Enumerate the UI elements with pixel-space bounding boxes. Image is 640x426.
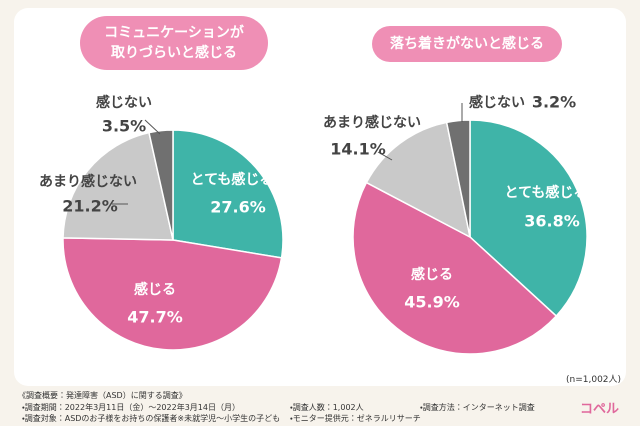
survey-period: ・調査期間：2022年3月11日（金）〜2022年3月14日（月） <box>22 403 240 412</box>
value-label: 14.1% <box>330 140 386 159</box>
slice-label: あまり感じない <box>323 114 421 131</box>
slice-label: 感じない <box>469 94 525 111</box>
leader-line <box>144 119 161 135</box>
survey-target: ・調査対象：ASDのお子様をお持ちの保護者※未就学児〜小学生の子ども <box>22 414 281 423</box>
pie-slice <box>445 119 471 238</box>
value-label: 36.8% <box>524 212 580 231</box>
pie-slice <box>172 129 284 259</box>
slice-label: あまり感じない <box>39 173 137 190</box>
chart-title: コミュニケーションが 取りづらいと感じる <box>80 16 268 70</box>
value-label: 21.2% <box>62 197 118 216</box>
chart-title: 落ち着きがないと感じる <box>372 26 562 62</box>
pie-slice <box>352 181 558 355</box>
pie-slice <box>148 129 174 241</box>
logo: コペル <box>580 402 620 417</box>
slice-label: 感じる <box>411 266 453 283</box>
value-label: 27.6% <box>210 198 266 217</box>
slice-label: 感じない <box>96 94 152 111</box>
slice-label: とても感じる <box>191 171 274 188</box>
pie-slice <box>62 237 283 351</box>
leader-line <box>377 151 393 161</box>
value-label: 3.5% <box>102 117 146 136</box>
sample-size: (n=1,002人) <box>566 375 622 385</box>
slice-label: 感じる <box>134 281 176 298</box>
value-label: 47.7% <box>127 308 183 327</box>
survey-count: ・調査人数：1,002人 <box>290 403 364 412</box>
pie-slice <box>469 119 588 318</box>
slice-label: とても感じる <box>505 184 588 201</box>
survey-provider: ・モニター提供元：ゼネラルリサーチ <box>290 414 421 423</box>
pie-slice <box>62 131 174 241</box>
value-label: 45.9% <box>404 293 460 312</box>
survey-heading: 《調査概要：発達障害（ASD）に関する調査》 <box>18 391 187 400</box>
survey-method: ・調査方法：インターネット調査 <box>420 403 535 412</box>
pie-slice <box>365 121 472 239</box>
value-label: 3.2% <box>532 93 576 112</box>
